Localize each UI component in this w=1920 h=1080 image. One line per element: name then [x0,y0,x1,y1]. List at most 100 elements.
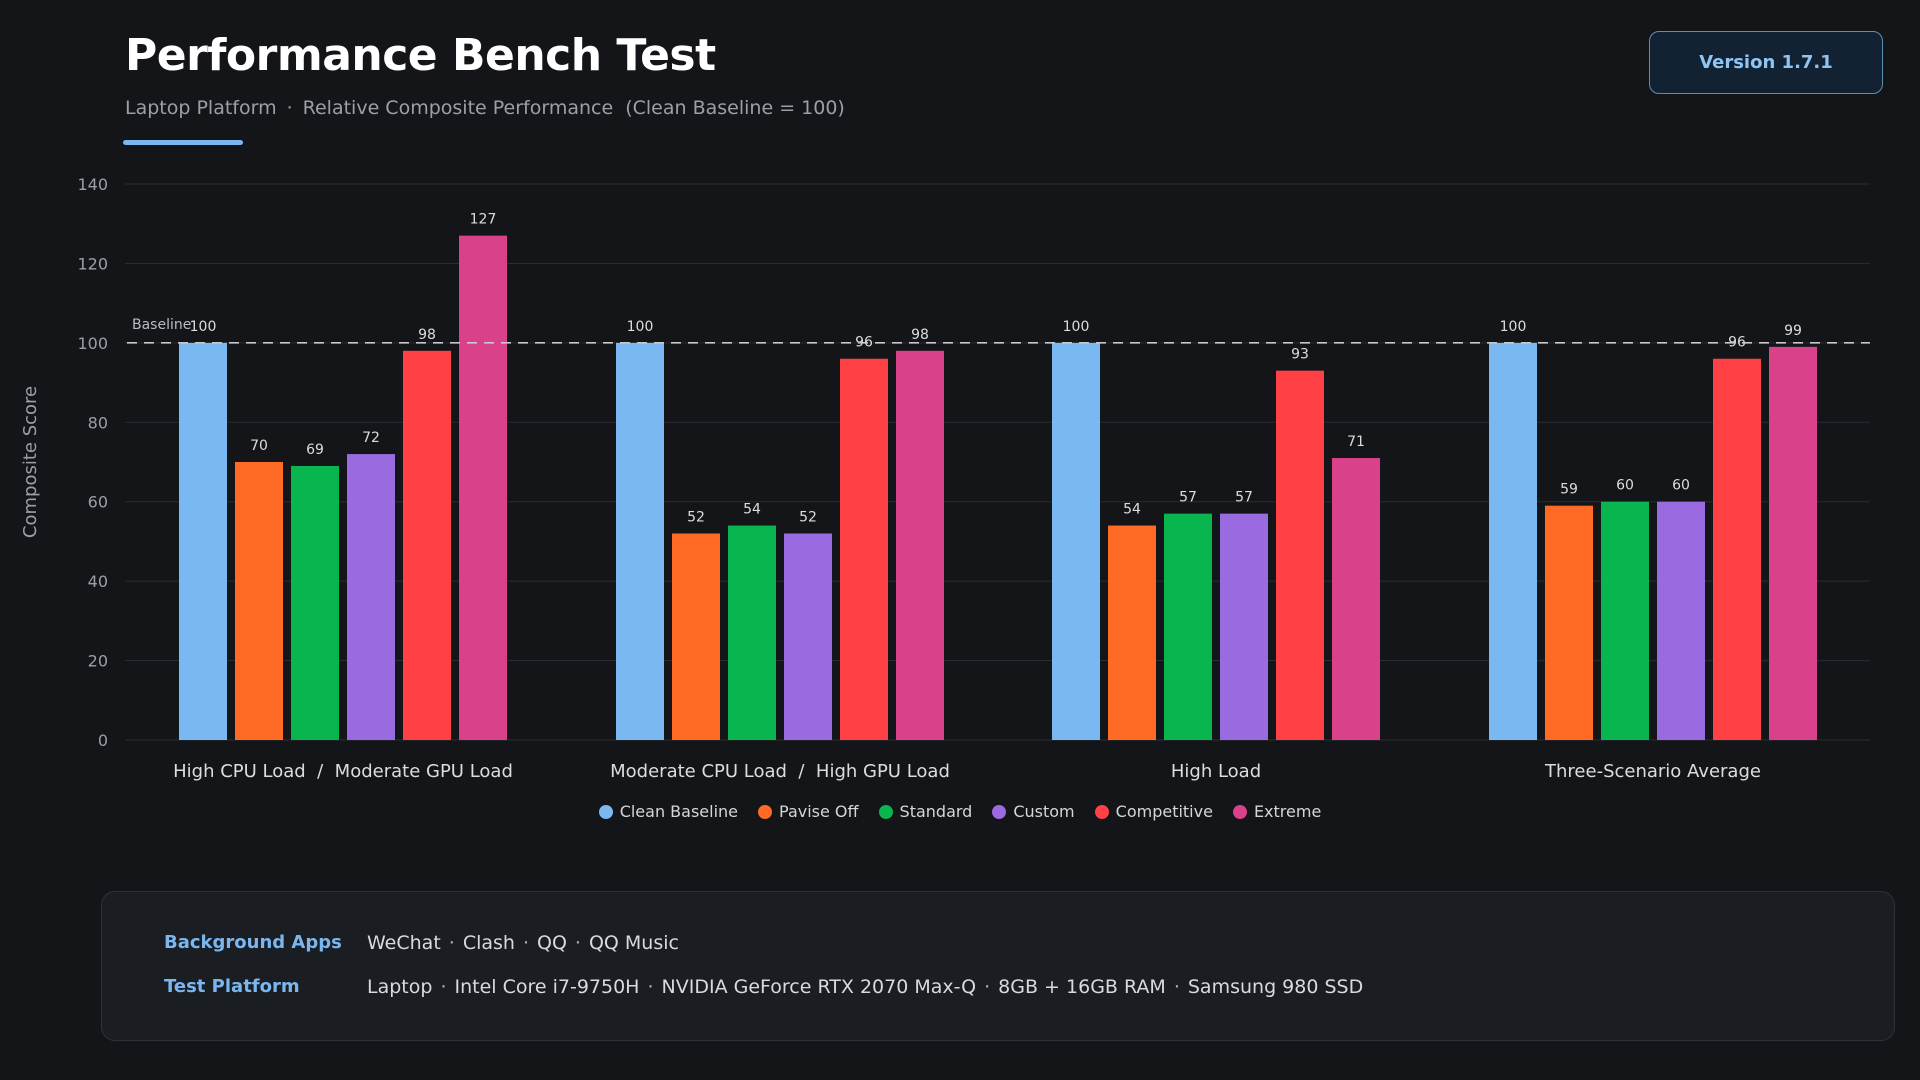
y-tick-label: 0 [98,731,108,750]
bar-standard [1601,501,1649,740]
data-label: 99 [1784,323,1802,339]
data-label: 70 [250,438,268,454]
legend-item: Clean Baseline [598,802,739,821]
bar-clean-baseline [616,342,664,740]
info-item: QQ Music [588,932,679,954]
data-label: 100 [1063,319,1090,335]
info-item: NVIDIA GeForce RTX 2070 Max-Q [661,976,977,998]
version-button[interactable]: Version 1.7.1 [1649,31,1883,94]
info-separator: · [647,976,654,998]
info-item: WeChat [367,932,441,954]
info-separator: · [574,932,581,954]
subtitle-separator: · [286,97,293,119]
x-category-label: Three-Scenario Average [1544,761,1761,782]
bar-standard [1164,513,1212,740]
data-label: 59 [1560,482,1578,498]
legend-swatch [1232,804,1247,819]
bar-pavise-off [1545,505,1593,740]
y-tick-label: 100 [77,334,108,353]
data-label: 57 [1235,490,1253,506]
bar-standard [291,465,339,740]
x-category-label: High Load [1171,761,1261,782]
data-label: 93 [1291,347,1309,363]
data-label: 52 [687,509,705,525]
info-item: Intel Core i7-9750H [454,976,640,998]
subtitle-platform: Laptop Platform [125,97,277,119]
info-separator: · [448,932,455,954]
info-item: Clash [462,932,515,954]
legend-swatch [1094,804,1109,819]
data-label: 54 [743,502,761,518]
legend-item: Extreme [1232,802,1322,821]
data-label: 98 [911,327,929,343]
legend-label: Standard [899,802,973,821]
y-tick-label: 20 [88,652,108,671]
legend-label: Extreme [1253,802,1322,821]
legend-label: Pavise Off [779,802,859,821]
data-label: 127 [470,212,497,228]
bar-clean-baseline [1489,342,1537,740]
bar-extreme [896,350,944,740]
info-separator: · [440,976,447,998]
y-tick-label: 60 [88,493,108,512]
legend-label: Competitive [1115,802,1213,821]
y-tick-label: 80 [88,413,108,432]
data-label: 57 [1179,490,1197,506]
bar-chart: 0 20 40 60 80 100 120 140 Composite Score 100 70 69… [20,175,1870,782]
data-label: 71 [1347,434,1365,450]
legend-item: Competitive [1094,802,1213,821]
y-tick-label: 140 [77,175,108,194]
bar-clean-baseline [179,342,227,740]
y-tick-label: 40 [88,572,108,591]
bar-competitive [1713,358,1761,740]
data-label: 100 [1500,319,1527,335]
info-panel: Background Apps WeChat · Clash · QQ · QQ Music… [101,891,1895,1041]
info-separator: · [522,932,529,954]
data-label: 98 [418,327,436,343]
y-axis-label: Composite Score [20,386,41,538]
bar-pavise-off [672,533,720,740]
legend-swatch [992,804,1007,819]
baseline-label: Baseline [132,317,191,333]
bar-clean-baseline [1052,342,1100,740]
legend-swatch [878,804,893,819]
x-category-label: Moderate CPU Load / High GPU Load [610,761,950,782]
legend-item: Pavise Off [758,802,859,821]
bar-custom [784,533,832,740]
bar-extreme [1332,458,1380,740]
bar-custom [347,454,395,740]
data-label: 52 [799,509,817,525]
bar-custom [1657,501,1705,740]
data-label: 96 [1728,335,1746,351]
info-separator: · [984,976,991,998]
legend-swatch [598,804,613,819]
data-label: 60 [1672,478,1690,494]
legend-label: Custom [1013,802,1075,821]
data-label: 69 [306,442,324,458]
info-value-background-apps: WeChat · Clash · QQ · QQ Music [367,932,679,954]
data-label: 100 [190,319,217,335]
x-category-label: High CPU Load / Moderate GPU Load [173,761,513,782]
info-label-test-platform: Test Platform [164,976,300,997]
legend-item: Custom [992,802,1075,821]
data-label: 60 [1616,478,1634,494]
info-item: 8GB + 16GB RAM [998,976,1166,998]
data-label: 54 [1123,502,1141,518]
bar-extreme [1769,346,1817,740]
bar-pavise-off [235,462,283,740]
legend-label: Clean Baseline [619,802,739,821]
chart-legend: Clean Baseline Pavise Off Standard Custom Co… [0,802,1920,821]
info-row-background-apps: Background Apps WeChat · Clash · QQ · QQ Music [164,932,679,954]
data-label: 100 [627,319,654,335]
info-row-test-platform: Test Platform Laptop · Intel Core i7-9750H… [164,976,1363,998]
data-label: 72 [362,430,380,446]
legend-swatch [758,804,773,819]
bar-competitive [1276,370,1324,740]
bar-custom [1220,513,1268,740]
info-label-background-apps: Background Apps [164,932,342,953]
page-subtitle: Laptop Platform · Relative Composite Perfo… [125,97,845,119]
y-tick-label: 120 [77,254,108,273]
bar-competitive [403,350,451,740]
bar-standard [728,525,776,740]
info-item: Laptop [367,976,433,998]
